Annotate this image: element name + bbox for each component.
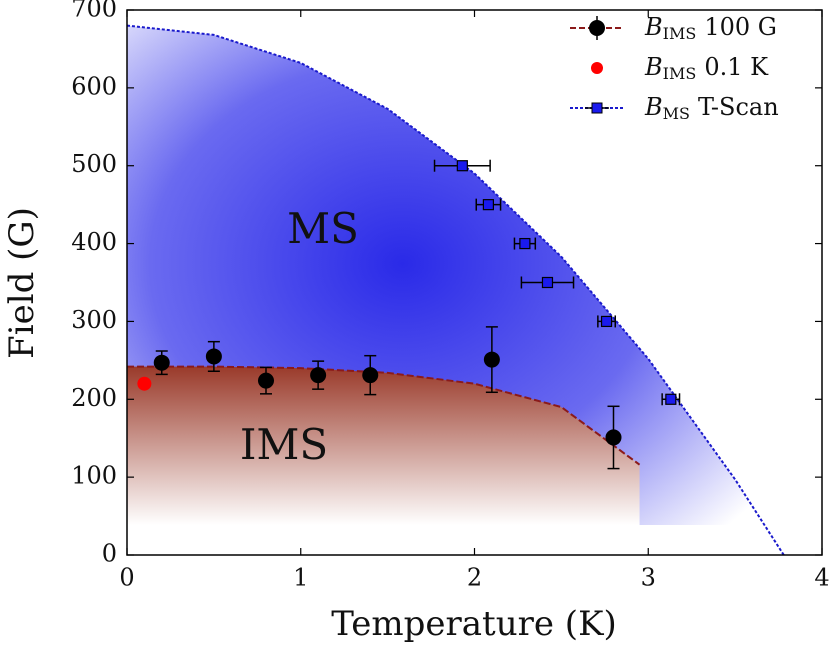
- x-tick-label: 2: [467, 564, 482, 592]
- point: [482, 199, 494, 211]
- legend-marker: [589, 20, 605, 36]
- annotation: MS: [287, 204, 359, 253]
- point: [153, 354, 170, 371]
- x-tick-label: 3: [641, 564, 656, 592]
- point: [137, 376, 152, 391]
- point: [258, 372, 274, 389]
- point: [665, 393, 677, 405]
- y-tick-label: 0: [102, 540, 117, 568]
- y-tick-label: 300: [71, 306, 117, 334]
- legend-symbol: B: [644, 93, 663, 121]
- legend-subscript: IMS: [663, 64, 697, 83]
- point: [519, 237, 531, 250]
- legend-symbol: B: [644, 53, 663, 81]
- point: [310, 367, 327, 384]
- y-tick-label: 500: [71, 150, 117, 178]
- legend-marker: [591, 102, 603, 114]
- point: [541, 276, 554, 289]
- legend-marker: [591, 62, 603, 74]
- legend-text: 0.1 K: [704, 53, 769, 81]
- point: [205, 348, 222, 365]
- y-tick-label: 700: [71, 0, 117, 23]
- legend-text: 100 G: [704, 13, 777, 41]
- x-tick-label: 4: [814, 564, 829, 592]
- point: [605, 429, 622, 446]
- point: [483, 351, 500, 368]
- legend-text: T-Scan: [698, 93, 779, 121]
- point: [600, 315, 613, 328]
- y-tick-label: 200: [71, 384, 117, 412]
- y-axis-label: Field (G): [2, 207, 42, 359]
- annotation: IMS: [240, 420, 328, 469]
- legend-subscript: MS: [663, 104, 690, 123]
- y-tick-label: 400: [71, 228, 117, 256]
- point: [362, 367, 379, 384]
- legend-label: BIMS 0.1 K: [644, 53, 769, 83]
- legend-symbol: B: [644, 13, 663, 41]
- point: [456, 160, 468, 172]
- x-tick-label: 0: [119, 564, 134, 592]
- legend-label: BIMS 100 G: [644, 13, 777, 43]
- fit-line: [126, 24, 785, 556]
- legend-label: BMS T-Scan: [644, 93, 779, 123]
- region-shade: [127, 366, 640, 525]
- legend-subscript: IMS: [663, 24, 697, 43]
- x-tick-label: 1: [293, 564, 308, 592]
- x-axis-label: Temperature (K): [331, 604, 616, 644]
- y-tick-label: 100: [71, 462, 117, 490]
- y-tick-label: 600: [71, 72, 117, 100]
